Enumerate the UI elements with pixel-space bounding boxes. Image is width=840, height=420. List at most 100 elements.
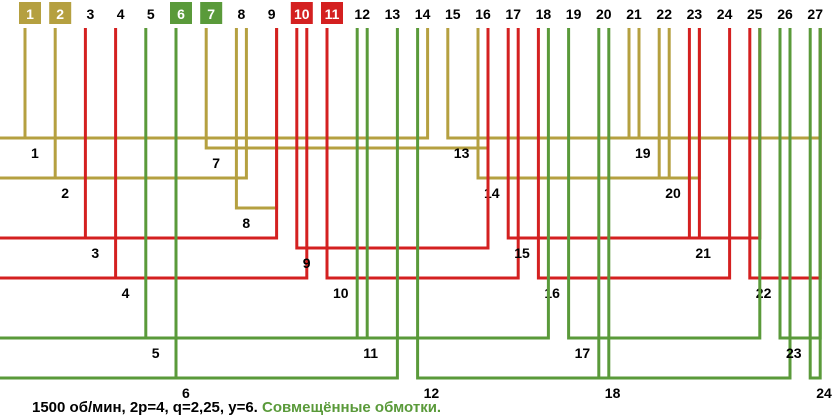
slot-number: 17 xyxy=(505,6,521,22)
slot-label-25: 25 xyxy=(747,6,763,22)
coil-wire xyxy=(174,28,399,380)
coil-1: 1 xyxy=(0,28,430,161)
coil-15: 15 xyxy=(506,28,701,261)
coil-label: 16 xyxy=(544,285,560,301)
coil-label: 6 xyxy=(182,385,190,401)
coil-5: 5 xyxy=(0,28,369,361)
coil-wire xyxy=(23,28,430,140)
slot-label-27: 27 xyxy=(807,6,823,22)
coil-label: 1 xyxy=(31,145,39,161)
coil-4: 4 xyxy=(0,28,309,301)
coil-label: 19 xyxy=(635,145,651,161)
slot-label-5: 5 xyxy=(147,6,155,22)
coil-13: 13 xyxy=(446,28,641,161)
coil-label: 23 xyxy=(786,345,802,361)
coil-wire xyxy=(567,28,762,340)
coil-label: 8 xyxy=(242,215,250,231)
coil-label: 21 xyxy=(695,245,711,261)
slot-label-24: 24 xyxy=(717,6,733,22)
coil-wire xyxy=(204,28,490,150)
slot-highlight xyxy=(321,2,343,24)
coil-wire xyxy=(355,28,550,340)
coil-wire xyxy=(476,28,671,180)
caption-accent: Совмещённые обмотки. xyxy=(262,399,442,416)
coil-wire xyxy=(597,28,792,380)
coil-label: 9 xyxy=(303,255,311,271)
coil-wire xyxy=(295,28,490,250)
coil-19: 19 xyxy=(627,28,822,161)
slot-number: 25 xyxy=(747,6,763,22)
slot-label-17: 17 xyxy=(505,6,521,22)
slot-number: 16 xyxy=(475,6,491,22)
coil-23: 23 xyxy=(778,28,822,361)
coil-label: 14 xyxy=(484,185,500,201)
slot-number: 14 xyxy=(415,6,431,22)
coil-24: 24 xyxy=(808,28,832,401)
coil-label: 24 xyxy=(816,385,832,401)
slot-number: 9 xyxy=(268,6,276,22)
slot-number: 2 xyxy=(56,6,64,22)
slot-number: 3 xyxy=(87,6,95,22)
coil-label: 17 xyxy=(575,345,591,361)
slot-label-26: 26 xyxy=(777,6,793,22)
slot-number: 22 xyxy=(656,6,672,22)
slot-highlight xyxy=(170,2,192,24)
coil-wire xyxy=(506,28,701,240)
slot-number: 18 xyxy=(536,6,552,22)
slot-number: 6 xyxy=(177,6,185,22)
slot-number: 23 xyxy=(687,6,703,22)
coil-11: 11 xyxy=(355,28,550,361)
slot-label-3: 3 xyxy=(87,6,95,22)
coil-wire xyxy=(53,28,248,180)
coil-10: 10 xyxy=(325,28,520,301)
slot-label-14: 14 xyxy=(415,6,431,22)
coil-label: 2 xyxy=(61,185,69,201)
coil-wire xyxy=(416,28,611,380)
slot-label-11: 11 xyxy=(321,2,343,24)
coil-label: 4 xyxy=(122,285,130,301)
slot-number: 21 xyxy=(626,6,642,22)
coil-3: 3 xyxy=(0,28,279,261)
slot-label-9: 9 xyxy=(268,6,276,22)
slot-number: 26 xyxy=(777,6,793,22)
slot-number: 15 xyxy=(445,6,461,22)
slot-number: 24 xyxy=(717,6,733,22)
slot-label-16: 16 xyxy=(475,6,491,22)
slot-number: 13 xyxy=(385,6,401,22)
coil-7: 7 xyxy=(204,28,490,171)
coil-label: 22 xyxy=(756,285,772,301)
coil-label: 7 xyxy=(212,155,220,171)
slot-number: 20 xyxy=(596,6,612,22)
slot-highlight xyxy=(49,2,72,24)
coil-wire xyxy=(144,28,369,340)
coil-label: 10 xyxy=(333,285,349,301)
slot-number: 12 xyxy=(354,6,370,22)
slot-number: 8 xyxy=(238,6,246,22)
coil-wire xyxy=(778,28,822,340)
coil-label: 13 xyxy=(454,145,470,161)
slot-number: 1 xyxy=(26,6,34,22)
coil-9: 9 xyxy=(295,28,490,271)
coil-2: 2 xyxy=(0,28,248,201)
slot-number: 11 xyxy=(325,6,340,22)
slot-label-15: 15 xyxy=(445,6,461,22)
caption-main: 1500 об/мин, 2р=4, q=2,25, y=6. xyxy=(32,399,263,416)
coil-18: 18 xyxy=(597,28,792,401)
slot-label-18: 18 xyxy=(536,6,552,22)
slot-highlight xyxy=(19,2,41,24)
slot-label-22: 22 xyxy=(656,6,672,22)
slot-label-23: 23 xyxy=(687,6,703,22)
slot-number: 4 xyxy=(117,6,125,22)
coil-14: 14 xyxy=(476,28,671,201)
coil-label: 12 xyxy=(424,385,440,401)
coil-20: 20 xyxy=(657,28,701,201)
slot-number: 19 xyxy=(566,6,582,22)
coil-wire xyxy=(536,28,732,280)
coil-8: 8 xyxy=(234,28,279,231)
coil-17: 17 xyxy=(567,28,762,361)
coil-12: 12 xyxy=(416,28,611,401)
slot-label-7: 7 xyxy=(200,2,223,24)
coil-label: 20 xyxy=(665,185,681,201)
coil-label: 3 xyxy=(91,245,99,261)
